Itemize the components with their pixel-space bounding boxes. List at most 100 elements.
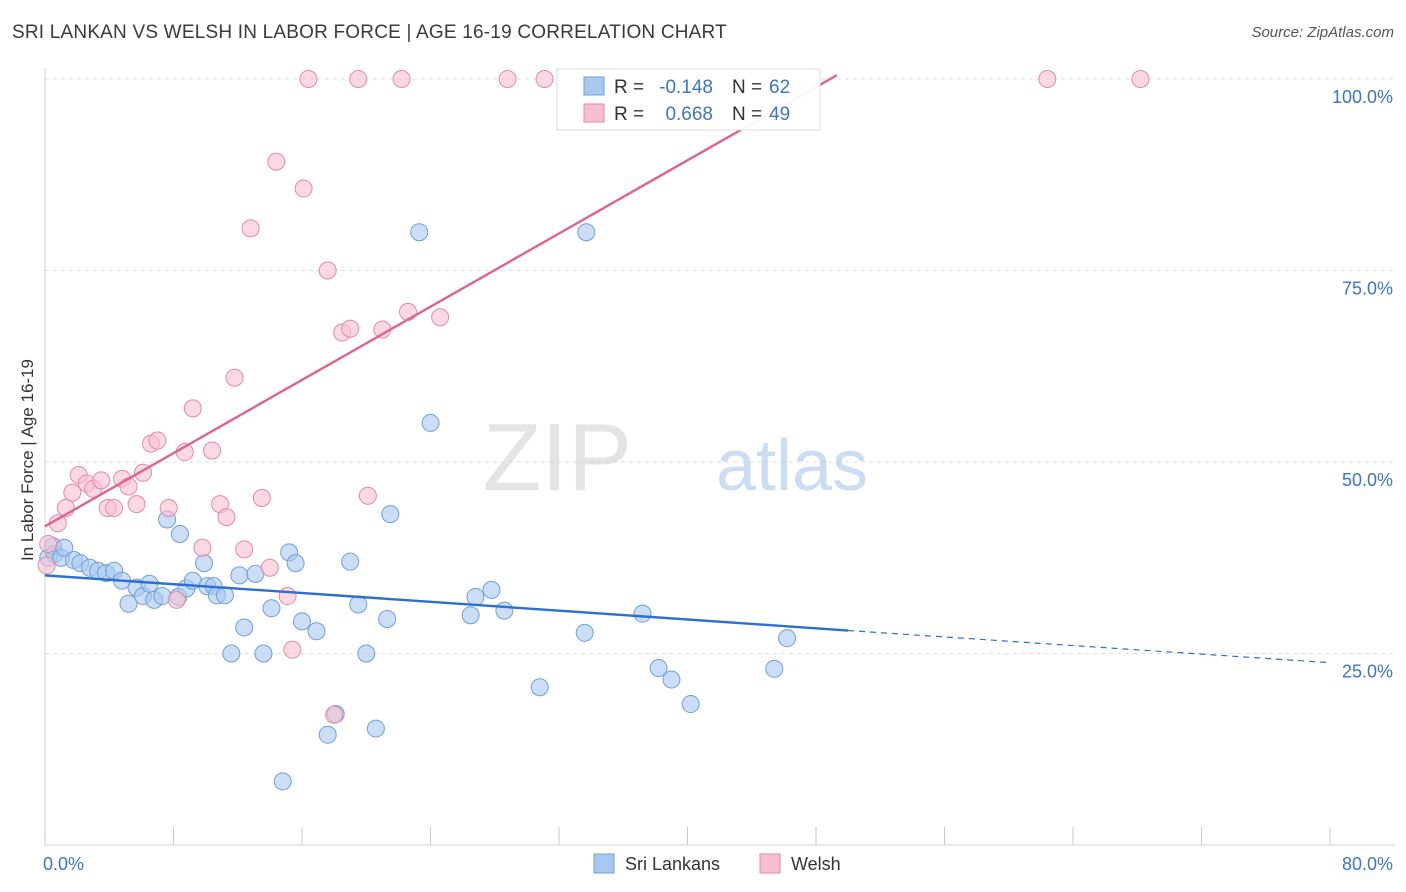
data-point bbox=[119, 477, 138, 496]
data-point bbox=[159, 498, 178, 517]
data-point bbox=[778, 629, 797, 648]
data-point bbox=[307, 622, 326, 641]
series-welsh bbox=[37, 70, 1150, 724]
data-point bbox=[633, 604, 652, 623]
data-point bbox=[193, 538, 212, 557]
data-point bbox=[1131, 70, 1150, 88]
gridlines bbox=[45, 78, 1395, 654]
watermark-atlas: atlas bbox=[716, 426, 868, 506]
tick-labels: 25.0% 50.0% 75.0% 100.0% 0.0% 80.0% bbox=[43, 87, 1393, 874]
stats-legend-r-label: R = bbox=[614, 104, 644, 125]
data-point bbox=[318, 261, 337, 280]
data-point bbox=[318, 725, 337, 744]
data-point bbox=[1038, 70, 1057, 88]
data-point bbox=[349, 595, 368, 614]
data-point bbox=[765, 659, 784, 678]
data-point bbox=[357, 644, 376, 663]
watermark-zip: ZIP bbox=[483, 404, 632, 511]
data-point bbox=[105, 498, 124, 517]
stats-legend-n-label: N = bbox=[732, 104, 762, 125]
data-point bbox=[649, 659, 668, 678]
data-point bbox=[530, 678, 549, 697]
bottom-legend: Sri Lankans Welsh bbox=[593, 853, 841, 874]
trend-line bbox=[44, 74, 838, 528]
data-point bbox=[119, 594, 138, 613]
data-point bbox=[225, 368, 244, 387]
data-point bbox=[366, 719, 385, 738]
stats-legend-swatch bbox=[583, 76, 605, 96]
data-point bbox=[341, 552, 360, 571]
data-point bbox=[230, 566, 249, 585]
data-point bbox=[378, 610, 397, 629]
x-tick-label: 80.0% bbox=[1342, 854, 1393, 874]
y-tick-label: 25.0% bbox=[1342, 662, 1393, 682]
data-point bbox=[358, 486, 377, 505]
data-point bbox=[535, 70, 554, 88]
data-point bbox=[148, 431, 167, 450]
data-point bbox=[421, 413, 440, 432]
data-point bbox=[392, 70, 411, 88]
data-point bbox=[215, 586, 234, 605]
data-point bbox=[262, 599, 281, 618]
x-tick-label: 0.0% bbox=[43, 854, 84, 874]
data-point bbox=[461, 606, 480, 625]
data-point bbox=[39, 534, 58, 553]
data-point bbox=[63, 483, 82, 502]
data-point bbox=[235, 618, 254, 637]
data-point bbox=[410, 223, 429, 242]
data-point bbox=[325, 705, 344, 724]
data-point bbox=[299, 70, 318, 88]
data-point bbox=[349, 70, 368, 88]
data-point bbox=[167, 590, 186, 609]
data-point bbox=[341, 319, 360, 338]
data-point bbox=[381, 505, 400, 524]
data-point bbox=[183, 399, 202, 418]
data-point bbox=[195, 554, 214, 573]
stats-legend-n-label: N = bbox=[732, 77, 762, 98]
data-point bbox=[203, 441, 222, 460]
stats-legend-swatch bbox=[583, 103, 605, 123]
bottom-legend-label: Sri Lankans bbox=[625, 854, 720, 874]
data-point bbox=[127, 495, 146, 514]
data-point bbox=[222, 644, 241, 663]
data-point bbox=[399, 302, 418, 321]
y-tick-label: 100.0% bbox=[1332, 87, 1393, 107]
data-point bbox=[273, 772, 292, 791]
data-point bbox=[252, 489, 271, 508]
data-point bbox=[267, 152, 286, 171]
data-point bbox=[294, 179, 313, 198]
stats-legend-r-label: R = bbox=[614, 77, 644, 98]
data-point bbox=[170, 525, 189, 544]
stats-legend: R = -0.148 N = 62 R = 0.668 N = 49 bbox=[556, 68, 821, 131]
trend-line-extension bbox=[848, 629, 1331, 664]
data-point bbox=[293, 612, 311, 631]
stats-legend-r-value: 0.668 bbox=[665, 104, 713, 125]
data-point bbox=[37, 556, 56, 575]
stats-legend-n-value: 62 bbox=[769, 77, 790, 98]
axes bbox=[44, 68, 1395, 846]
data-point bbox=[431, 308, 450, 327]
data-point bbox=[577, 223, 596, 242]
data-point bbox=[260, 558, 279, 577]
trend-line bbox=[44, 574, 849, 632]
data-point bbox=[662, 670, 681, 689]
bottom-legend-swatch bbox=[759, 853, 781, 874]
data-point bbox=[286, 554, 305, 573]
data-point bbox=[241, 219, 260, 238]
data-point bbox=[466, 587, 485, 606]
data-point bbox=[92, 471, 111, 490]
data-point bbox=[217, 508, 236, 527]
bottom-legend-label: Welsh bbox=[791, 854, 841, 874]
trend-lines bbox=[44, 74, 1331, 664]
bottom-legend-swatch bbox=[593, 853, 615, 874]
chart-source: Source: ZipAtlas.com bbox=[1251, 24, 1394, 41]
data-point bbox=[495, 601, 514, 620]
series-sri-lankans bbox=[39, 223, 797, 791]
y-tick-label: 75.0% bbox=[1342, 279, 1393, 299]
data-point bbox=[278, 587, 297, 606]
y-tick-label: 50.0% bbox=[1342, 470, 1393, 490]
data-point bbox=[498, 70, 517, 88]
stats-legend-r-value: -0.148 bbox=[659, 77, 713, 98]
